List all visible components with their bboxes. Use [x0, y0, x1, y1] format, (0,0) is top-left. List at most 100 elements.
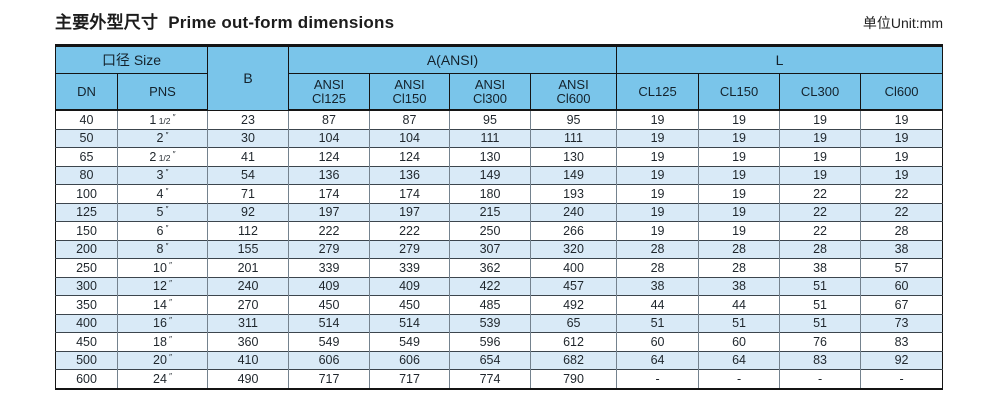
pns-inch-mark: ″: [163, 223, 169, 233]
table-row: 150 6 ″ 112 222 222 250 266 19 19 22 28: [55, 221, 943, 240]
pns-inch-mark: ″: [166, 371, 172, 381]
page-title-en: Prime out-form dimensions: [168, 13, 395, 32]
pns-cell: 3 ″: [117, 165, 208, 185]
l-cell-cl150: 19: [698, 184, 780, 203]
table-row: 350 14 ″ 270 450 450 485 492 44 44 51 67: [55, 295, 943, 314]
b-cell: 270: [207, 295, 289, 314]
header-ansi-cl150: ANSI Cl150: [369, 73, 450, 111]
table-row: 450 18 ″ 360 549 549 596 612 60 60 76 83: [55, 332, 943, 351]
pns-inch-mark: ″: [166, 279, 172, 289]
a-ansi-cell-cl150: 549: [369, 332, 450, 351]
a-ansi-cell-cl300: 111: [449, 128, 531, 148]
l-cell-cl125: 28: [616, 258, 699, 277]
a-ansi-cell-cl150: 197: [369, 202, 450, 222]
table-row: 50 2 ″ 30 104 104 111 111 19 19 19 19: [55, 128, 943, 148]
l-cell-cl600: -: [860, 369, 943, 389]
pns-main: 4: [156, 186, 164, 201]
header-sub-row: DN PNS ANSI Cl125 ANSI Cl150 ANSI Cl300: [55, 73, 944, 111]
dn-cell: 150: [55, 221, 118, 240]
l-cell-cl150: 19: [698, 147, 780, 166]
table-row: 600 24 ″ 490 717 717 774 790- - - -: [55, 369, 943, 389]
page-title: 主要外型尺寸 Prime out-form dimensions: [55, 8, 394, 33]
pns-inch-mark: ″: [166, 353, 172, 363]
pns-inch-mark: ″: [170, 149, 176, 159]
l-cell-cl125: 28: [616, 239, 699, 259]
header-ansi-cl125-line2: Cl125: [312, 90, 346, 106]
header-ansi-cl300: ANSI Cl300: [449, 73, 531, 111]
l-cell-cl150: 38: [698, 276, 780, 296]
table-row: 400 16 ″ 311 514 514 539 65 51 51 51 73: [55, 313, 943, 333]
l-cell-cl300: 22: [779, 184, 861, 203]
l-cell-cl300: 51: [779, 313, 861, 333]
b-cell: 41: [207, 147, 289, 166]
pns-cell: 6 ″: [117, 221, 208, 240]
l-cell-cl150: -: [698, 369, 780, 389]
pns-inch-mark: ″: [163, 186, 169, 196]
page-title-zh: 主要外型尺寸: [55, 13, 159, 32]
pns-main: 12: [153, 279, 167, 294]
a-ansi-cell-cl150: 104: [369, 128, 450, 148]
pns-main: 6: [156, 223, 164, 238]
header-ansi-cl600-line1: ANSI: [558, 77, 589, 92]
l-cell-cl125: 64: [616, 350, 699, 370]
a-ansi-cell-cl150: 124: [369, 147, 450, 166]
l-cell-cl150: 28: [698, 258, 780, 277]
pns-cell: 5 ″: [117, 202, 208, 222]
pns-cell: 20 ″: [117, 350, 208, 370]
header-ansi-cl600: ANSI Cl600: [529, 73, 618, 111]
table-row: 200 8 ″ 155 279 279 307 320 28 28 28 38: [55, 239, 943, 259]
b-cell: 490: [207, 369, 289, 389]
header-ansi-cl600-line2: Cl600: [556, 90, 591, 106]
l-cell-cl300: 22: [779, 202, 861, 222]
header-group-row: 口径 Size B A(ANSI) L: [55, 45, 944, 111]
a-ansi-cell-cl150: 174: [369, 184, 450, 203]
a-ansi-cell-cl125: 87: [288, 109, 370, 129]
unit-label: 单位Unit:mm: [862, 15, 943, 31]
a-ansi-cell-cl125: 717: [288, 369, 370, 389]
pns-main: 10: [153, 260, 167, 275]
l-cell-cl600: 73: [860, 313, 943, 333]
a-ansi-cell-cl300: 654: [449, 350, 531, 370]
l-cell-cl125: 19: [616, 165, 699, 185]
l-cell-cl600: 22: [860, 184, 943, 203]
a-ansi-cell-cl150: 717: [369, 369, 450, 389]
header-ansi-cl300-line1: ANSI: [474, 77, 506, 92]
header-ansi-cl125: ANSI Cl125: [288, 73, 370, 111]
dn-cell: 450: [55, 332, 118, 351]
dn-cell: 250: [55, 258, 118, 277]
table-header: 口径 Size B A(ANSI) L DN PNS ANSI Cl125 AN…: [55, 45, 944, 111]
table-body: 40 1 1/2 ″ 23 87 87 95 95 19 19 19 19 50 2 ″ 30 104 104…: [55, 109, 943, 389]
l-cell-cl150: 44: [698, 295, 780, 314]
pns-main: 20: [153, 353, 167, 368]
l-cell-cl600: 83: [860, 332, 943, 351]
l-cell-cl300: 51: [779, 295, 861, 314]
pns-main: 2: [149, 149, 157, 164]
header-l-group: L: [616, 45, 944, 74]
pns-main: 24: [153, 371, 167, 386]
l-cell-cl600: 57: [860, 258, 943, 277]
a-ansi-cell-cl125: 339: [288, 258, 370, 277]
a-ansi-cell-cl300: 250: [449, 221, 531, 240]
l-cell-cl300: 19: [779, 147, 861, 166]
pns-cell: 4 ″: [117, 184, 208, 203]
l-cell-cl150: 19: [698, 221, 780, 240]
pns-inch-mark: ″: [163, 168, 169, 178]
table-row: 65 2 1/2 ″ 41 124 124 130 130 19 19 19 19: [55, 147, 943, 166]
l-cell-cl150: 19: [698, 202, 780, 222]
a-ansi-cell-cl125: 514: [288, 313, 370, 333]
header-l-cl600: Cl600: [860, 73, 944, 111]
pns-main: 5: [156, 205, 164, 220]
a-ansi-cell-cl125: 279: [288, 239, 370, 259]
header-l-cl125: CL125: [616, 73, 700, 111]
pns-cell: 18 ″: [117, 332, 208, 351]
table-row: 300 12 ″ 240 409 409 422 457 38 38 51 60: [55, 276, 943, 296]
a-ansi-cell-cl600: 612: [529, 332, 617, 351]
a-ansi-cell-cl125: 136: [288, 165, 370, 185]
a-ansi-cell-cl600: 790: [529, 369, 617, 389]
l-cell-cl300: 38: [779, 258, 861, 277]
pns-main: 3: [156, 168, 164, 183]
a-ansi-cell-cl150: 606: [369, 350, 450, 370]
dn-cell: 300: [55, 276, 118, 296]
pns-main: 16: [153, 316, 167, 331]
a-ansi-cell-cl300: 774: [449, 369, 531, 389]
